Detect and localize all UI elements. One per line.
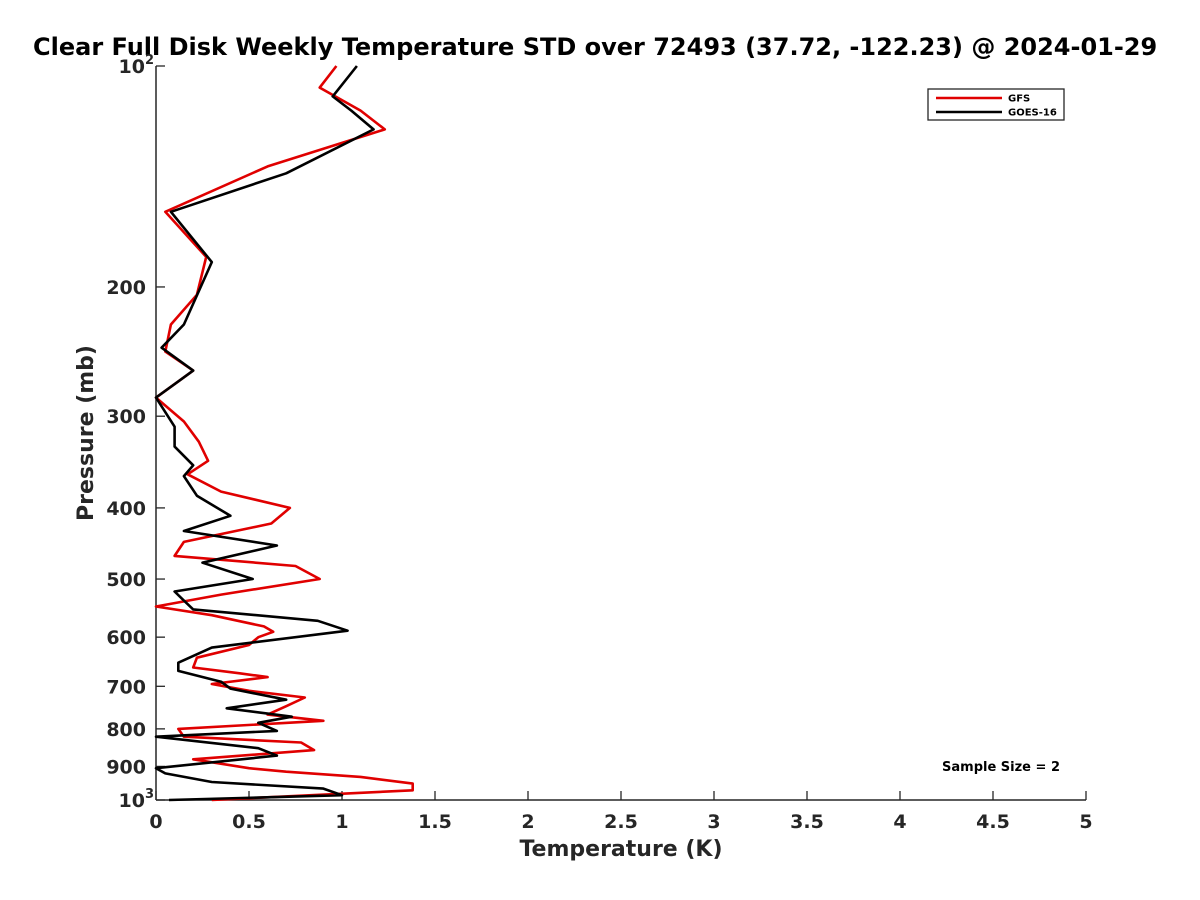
y-tick-label: 400 xyxy=(106,498,146,520)
x-ticks: 0 0.5 1 1.5 2 2.5 3 3.5 4 4.5 5 xyxy=(149,791,1093,833)
y-tick-label: 700 xyxy=(106,676,146,698)
y-tick-base: 800 xyxy=(106,719,146,741)
legend[interactable]: GFS GOES-16 xyxy=(927,88,1065,121)
y-tick-label: 300 xyxy=(106,406,146,428)
y-tick-base: 10 xyxy=(119,56,145,78)
chart-title: Clear Full Disk Weekly Temperature STD o… xyxy=(33,33,1157,61)
y-tick-label: 103 xyxy=(119,787,155,812)
y-tick-base: 600 xyxy=(106,627,146,649)
y-tick-label: 900 xyxy=(106,756,146,778)
y-tick-base: 400 xyxy=(106,498,146,520)
x-tick-label: 1 xyxy=(335,811,348,833)
y-tick-base: 900 xyxy=(106,756,146,778)
legend-entry-label: GOES-16 xyxy=(1008,108,1057,119)
legend-entry-label: GFS xyxy=(1008,94,1030,105)
series-line-gfs xyxy=(154,65,415,802)
y-tick-label: 600 xyxy=(106,627,146,649)
y-tick-base: 200 xyxy=(106,277,146,299)
plot-area: 0 0.5 1 1.5 2 2.5 3 3.5 4 4.5 5 102200300400500600… xyxy=(106,53,1092,833)
y-axis-label: Pressure (mb) xyxy=(74,345,99,521)
y-tick-label: 102 xyxy=(119,53,155,78)
x-tick-label: 4 xyxy=(893,811,906,833)
y-tick-exponent: 2 xyxy=(145,53,154,68)
y-tick-base: 700 xyxy=(106,676,146,698)
y-tick-label: 800 xyxy=(106,719,146,741)
x-tick-label: 1.5 xyxy=(418,811,452,833)
y-tick-base: 10 xyxy=(119,790,145,812)
x-tick-label: 2 xyxy=(521,811,534,833)
legend-box xyxy=(927,88,1065,121)
x-tick-label: 0.5 xyxy=(232,811,266,833)
x-tick-label: 5 xyxy=(1079,811,1092,833)
x-tick-label: 3 xyxy=(707,811,720,833)
x-tick-label: 0 xyxy=(149,811,162,833)
x-tick-label: 4.5 xyxy=(976,811,1010,833)
series-line-goes-16 xyxy=(154,65,375,802)
y-tick-base: 500 xyxy=(106,569,146,591)
sample-size-annotation: Sample Size = 2 xyxy=(942,760,1060,775)
y-tick-label: 200 xyxy=(106,277,146,299)
y-tick-base: 300 xyxy=(106,406,146,428)
y-tick-exponent: 3 xyxy=(145,787,154,802)
x-tick-label: 2.5 xyxy=(604,811,638,833)
series-layer xyxy=(154,65,415,802)
x-axis-label: Temperature (K) xyxy=(519,837,722,862)
x-tick-label: 3.5 xyxy=(790,811,824,833)
y-tick-label: 500 xyxy=(106,569,146,591)
